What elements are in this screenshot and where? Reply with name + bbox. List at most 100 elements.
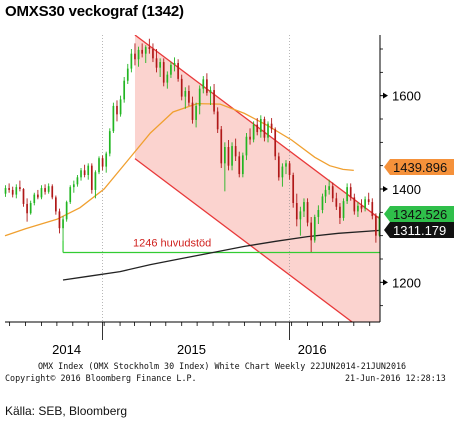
candle: [364, 196, 366, 212]
candle-body: [324, 189, 327, 197]
candle-body: [256, 124, 259, 133]
candle: [116, 100, 118, 122]
candle: [227, 140, 230, 171]
candle: [277, 152, 280, 181]
candle: [105, 151, 108, 173]
candle: [375, 213, 377, 243]
value-tag-text: 1311.179: [393, 223, 446, 238]
candle: [144, 45, 147, 63]
value-tag-last-price: 1342.526: [384, 206, 454, 222]
candle-body: [198, 88, 201, 106]
candle-body: [55, 197, 57, 212]
channel-area: [134, 35, 380, 322]
candle: [249, 128, 251, 145]
candle-body: [26, 203, 28, 214]
candle-body: [126, 68, 129, 81]
candle-body: [353, 197, 356, 212]
candle: [371, 198, 374, 220]
candle-body: [339, 206, 341, 218]
candle: [313, 214, 316, 243]
candle: [22, 188, 25, 207]
candle: [349, 183, 352, 201]
candle: [137, 46, 140, 67]
candle: [123, 77, 126, 103]
candle: [213, 84, 215, 115]
candle: [130, 49, 133, 73]
candle-body: [65, 202, 68, 220]
y-tick-label: 1600: [392, 89, 421, 104]
candle: [241, 152, 244, 178]
candle: [11, 186, 14, 198]
candle: [378, 213, 381, 237]
candle-body: [310, 222, 313, 241]
candle: [83, 164, 86, 178]
candle: [191, 96, 194, 124]
candle-body: [202, 79, 205, 89]
candle-body: [72, 184, 75, 188]
candle-body: [288, 163, 291, 175]
value-tag-shape: [384, 159, 454, 175]
candle-body: [188, 91, 190, 103]
candle: [19, 180, 21, 192]
candle-body: [119, 99, 122, 115]
candle-body: [360, 205, 363, 209]
chart-title: OMXS30 veckograf (1342): [5, 3, 184, 20]
candle: [220, 126, 223, 168]
candle: [8, 183, 10, 193]
value-tag-text: 1439.896: [393, 160, 447, 175]
candle: [90, 163, 93, 194]
candle: [270, 118, 273, 133]
candle: [256, 118, 259, 136]
candle: [252, 121, 255, 143]
candle: [328, 179, 330, 195]
candle: [108, 128, 111, 157]
candle-body: [184, 91, 187, 97]
candle-body: [94, 172, 97, 190]
candle: [58, 208, 61, 234]
candle: [51, 184, 54, 200]
candle: [184, 87, 187, 109]
support-label: 1246 huvudstöd: [133, 237, 211, 249]
candle-body: [213, 90, 215, 112]
candle-body: [206, 79, 208, 93]
candle-body: [313, 217, 316, 241]
footer-description: OMX Index (OMX Stockholm 30 Index) White…: [38, 361, 407, 371]
x-tick-label: 2016: [298, 342, 327, 357]
candle: [65, 200, 68, 222]
candle: [162, 58, 165, 87]
candle-body: [245, 136, 248, 156]
candle-body: [274, 129, 277, 157]
candle-body: [191, 102, 194, 120]
candle: [324, 185, 327, 203]
candle: [44, 184, 46, 195]
candle: [4, 185, 7, 197]
candle: [62, 216, 64, 241]
candle-body: [249, 136, 251, 140]
candle: [206, 73, 208, 96]
candle-body: [357, 205, 359, 212]
candle-body: [220, 129, 223, 164]
candle-body: [281, 166, 284, 178]
candle: [159, 58, 161, 77]
candle: [209, 86, 212, 105]
candle-body: [47, 186, 50, 192]
candle-body: [292, 175, 295, 203]
candle: [317, 205, 320, 224]
candle-body: [349, 187, 352, 198]
candle-body: [270, 123, 273, 130]
support-level: 1246 huvudstöd: [62, 237, 380, 254]
candle-body: [364, 199, 366, 209]
candle: [231, 142, 233, 171]
axes: 1200 1400 1600 2014 2015 2016: [5, 35, 421, 357]
candle-body: [76, 177, 79, 185]
candle-body: [40, 188, 43, 198]
candle: [148, 38, 151, 54]
ma-long-line: [62, 229, 381, 281]
candle-body: [277, 156, 280, 178]
candle-body: [303, 202, 305, 212]
candle-body: [263, 119, 266, 138]
candle-body: [241, 155, 244, 175]
candle-body: [285, 163, 287, 167]
candle: [173, 57, 176, 72]
